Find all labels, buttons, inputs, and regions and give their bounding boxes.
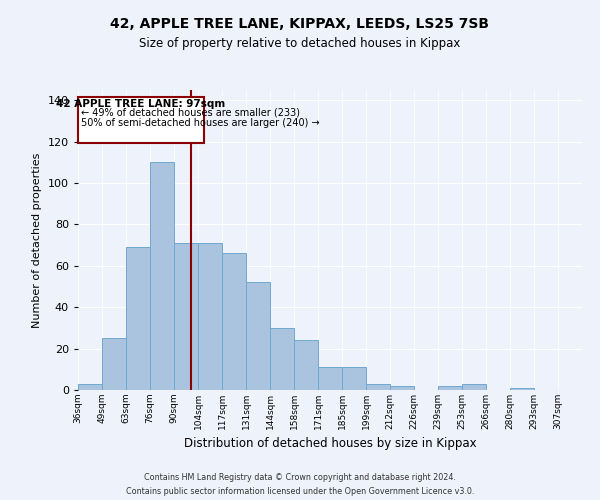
Bar <box>78 384 102 390</box>
Text: ← 49% of detached houses are smaller (233): ← 49% of detached houses are smaller (23… <box>81 108 300 118</box>
Text: 50% of semi-detached houses are larger (240) →: 50% of semi-detached houses are larger (… <box>81 118 319 128</box>
Bar <box>438 386 462 390</box>
FancyBboxPatch shape <box>78 97 203 143</box>
Text: 42, APPLE TREE LANE, KIPPAX, LEEDS, LS25 7SB: 42, APPLE TREE LANE, KIPPAX, LEEDS, LS25… <box>110 18 490 32</box>
Bar <box>246 282 270 390</box>
Text: Contains public sector information licensed under the Open Government Licence v3: Contains public sector information licen… <box>126 486 474 496</box>
Bar <box>510 388 534 390</box>
Bar <box>126 247 150 390</box>
Text: Contains HM Land Registry data © Crown copyright and database right 2024.: Contains HM Land Registry data © Crown c… <box>144 473 456 482</box>
Bar <box>174 243 198 390</box>
X-axis label: Distribution of detached houses by size in Kippax: Distribution of detached houses by size … <box>184 438 476 450</box>
Bar <box>150 162 174 390</box>
Bar <box>198 243 222 390</box>
Bar <box>366 384 390 390</box>
Text: Size of property relative to detached houses in Kippax: Size of property relative to detached ho… <box>139 38 461 51</box>
Bar <box>462 384 486 390</box>
Bar <box>222 254 246 390</box>
Bar <box>390 386 414 390</box>
Text: 42 APPLE TREE LANE: 97sqm: 42 APPLE TREE LANE: 97sqm <box>56 100 226 110</box>
Bar <box>270 328 294 390</box>
Bar <box>342 367 366 390</box>
Y-axis label: Number of detached properties: Number of detached properties <box>32 152 42 328</box>
Bar <box>318 367 342 390</box>
Bar <box>294 340 318 390</box>
Bar <box>102 338 126 390</box>
